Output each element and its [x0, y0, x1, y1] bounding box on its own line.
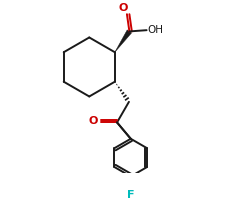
Polygon shape [115, 30, 132, 52]
Text: O: O [88, 116, 98, 126]
Text: O: O [118, 3, 127, 13]
Text: F: F [127, 190, 134, 200]
Text: OH: OH [147, 25, 163, 35]
